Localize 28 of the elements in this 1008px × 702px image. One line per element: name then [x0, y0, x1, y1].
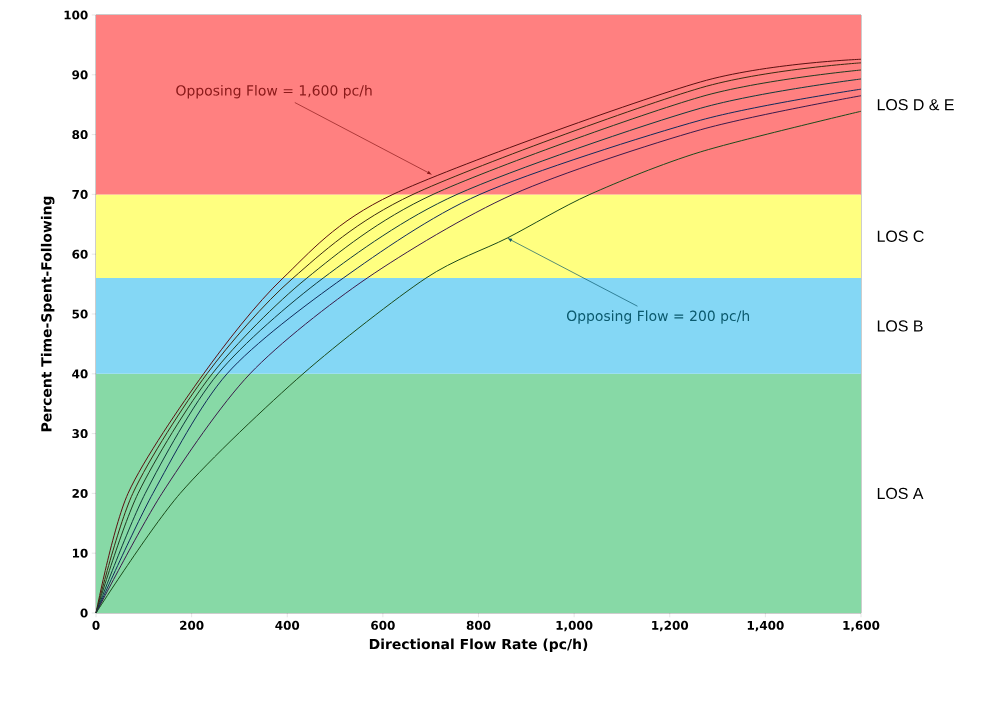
- band-label: LOS B: [877, 320, 923, 332]
- y-tick-label: 60: [72, 249, 88, 259]
- y-tick-label: 40: [72, 369, 88, 379]
- y-tick-label: 0: [80, 608, 88, 618]
- x-tick-label: 400: [275, 620, 300, 630]
- x-tick-label: 1,000: [556, 620, 593, 632]
- x-tick-label: 600: [371, 620, 395, 630]
- band-label: LOS C: [877, 230, 924, 242]
- annotation: Opposing Flow = 200 pc/h: [566, 310, 750, 324]
- y-tick-label: 10: [72, 548, 88, 558]
- y-tick-label: 80: [72, 130, 88, 140]
- y-tick-label: 100: [64, 10, 88, 20]
- annotation: Opposing Flow = 1,600 pc/h: [176, 84, 372, 99]
- x-tick-label: 1,400: [747, 620, 784, 632]
- x-axis-title: Directional Flow Rate (pc/h): [369, 638, 588, 653]
- x-tick-label: 0: [92, 620, 100, 630]
- band-label: LOS D & E: [877, 99, 954, 111]
- y-tick-label: 30: [72, 429, 88, 439]
- y-tick-label: 20: [72, 488, 88, 498]
- y-axis-title: Percent Time-Spent-Following: [40, 196, 55, 432]
- y-tick-label: 90: [72, 70, 88, 80]
- band-label: LOS A: [877, 487, 924, 500]
- x-tick-label: 800: [466, 620, 491, 630]
- x-tick-label: 1,200: [652, 620, 689, 632]
- x-tick-label: 1,600: [843, 620, 880, 632]
- y-tick-label: 50: [72, 309, 88, 319]
- y-tick-label: 70: [72, 189, 88, 199]
- x-tick-label: 200: [180, 620, 204, 630]
